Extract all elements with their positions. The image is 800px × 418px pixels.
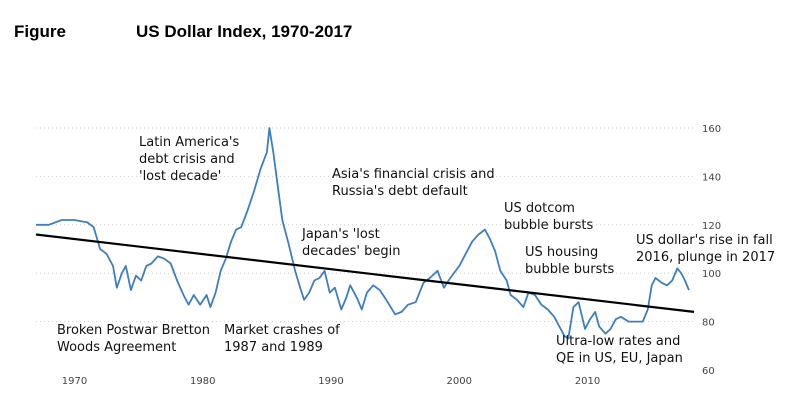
y-tick-label: 140 xyxy=(702,172,721,183)
annotation: Market crashes of 1987 and 1989 xyxy=(224,323,340,355)
annotation-line: Broken Postwar Bretton xyxy=(57,323,210,338)
annotation-line: decades' begin xyxy=(302,244,400,259)
annotation: Japan's 'lost decades' begin xyxy=(301,227,400,259)
x-tick-label: 1980 xyxy=(190,376,215,387)
page-title: US Dollar Index, 1970-2017 xyxy=(136,22,353,41)
annotation-line: US dollar's rise in fall xyxy=(636,233,773,248)
annotation-line: Market crashes of xyxy=(224,323,340,338)
annotation-line: debt crisis and xyxy=(139,152,235,167)
x-tick-label: 1990 xyxy=(318,376,343,387)
annotation-line: QE in US, EU, Japan xyxy=(556,351,683,366)
trend-line xyxy=(35,233,695,313)
y-tick-label: 80 xyxy=(702,318,715,329)
annotation-line: Russia's debt default xyxy=(332,184,468,199)
y-tick-label: 160 xyxy=(702,124,721,135)
y-tick-label: 120 xyxy=(702,221,721,232)
x-tick-label: 1970 xyxy=(62,376,87,387)
annotation: Latin America's debt crisis and 'lost deca… xyxy=(139,135,239,184)
annotation: US dotcom bubble bursts xyxy=(504,201,593,233)
x-tick-label: 2000 xyxy=(447,376,472,387)
annotation-line: 'lost decade' xyxy=(139,169,221,184)
annotation: Broken Postwar Bretton Woods Agreement xyxy=(57,323,210,355)
annotation-line: bubble bursts xyxy=(504,218,593,233)
annotation-line: US housing xyxy=(525,245,598,260)
annotation-line: US dotcom xyxy=(504,201,575,216)
annotation: Asia's financial crisis and Russia's debt… xyxy=(332,167,495,199)
annotation-line: Japan's 'lost xyxy=(301,227,380,242)
annotation-line: Asia's financial crisis and xyxy=(332,167,495,182)
annotation: US housing bubble bursts xyxy=(525,245,614,277)
annotation-line: 2016, plunge in 2017 xyxy=(636,250,775,265)
x-tick-label: 2010 xyxy=(575,376,600,387)
annotation-line: bubble bursts xyxy=(525,262,614,277)
dollar-index-line xyxy=(36,127,690,340)
annotation-line: Latin America's xyxy=(139,135,239,150)
annotation-line: 1987 and 1989 xyxy=(224,340,323,355)
y-tick-label: 100 xyxy=(702,269,721,280)
annotation-line: Woods Agreement xyxy=(57,340,176,355)
y-tick-label: 60 xyxy=(702,366,715,377)
figure-label: Figure xyxy=(14,22,66,41)
annotation-line: Ultra-low rates and xyxy=(556,334,680,349)
annotation: US dollar's rise in fall 2016, plunge in … xyxy=(636,233,775,265)
annotation: Ultra-low rates and QE in US, EU, Japan xyxy=(556,334,683,366)
